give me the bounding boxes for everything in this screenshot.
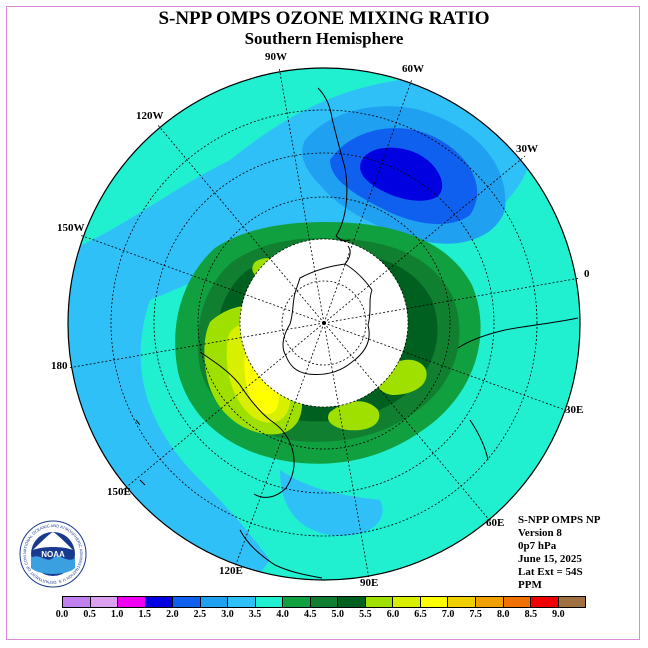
lon-label-120w: 120W xyxy=(136,110,164,122)
africa-coastline xyxy=(457,317,579,461)
colorbar-segment xyxy=(173,597,201,607)
colorbar-segment xyxy=(558,597,586,607)
field-region xyxy=(328,401,380,431)
field-region xyxy=(280,470,383,536)
colorbar-segment xyxy=(118,597,146,607)
info-version: Version 8 xyxy=(518,527,562,539)
lon-label-120e: 120E xyxy=(219,565,243,577)
colorbar-tick-label: 8.5 xyxy=(524,609,538,620)
colorbar-ticks: 0.0 0.5 1.0 1.5 2.0 2.5 3.0 3.5 4.0 4.5 5.0 5.5 6.0 6… xyxy=(56,609,586,623)
colorbar xyxy=(62,596,586,608)
map-title: S-NPP OMPS OZONE MIXING RATIO xyxy=(158,8,490,29)
colorbar-tick-label: 1.5 xyxy=(138,609,151,620)
info-lat-ext: Lat Ext = 54S xyxy=(518,566,583,578)
colorbar-tick-label: 3.0 xyxy=(221,609,234,620)
lon-label-0: 0 xyxy=(584,268,590,280)
colorbar-tick-label: 6.0 xyxy=(386,609,400,620)
colorbar-tick-label: 2.5 xyxy=(193,609,207,620)
colorbar-tick-label: 4.0 xyxy=(276,609,289,620)
colorbar-segment xyxy=(475,597,504,607)
colorbar-tick-label: 4.5 xyxy=(303,609,317,620)
colorbar-segment xyxy=(283,597,311,607)
lon-label-60w: 60W xyxy=(402,63,424,75)
new-zealand-coastline xyxy=(239,529,323,579)
info-level: 0p7 hPa xyxy=(518,540,557,552)
colorbar-segment xyxy=(503,597,532,607)
colorbar-segment xyxy=(228,597,256,607)
colorbar-tick-label: 5.5 xyxy=(359,609,372,620)
south-pole-marker xyxy=(322,321,326,325)
noaa-logo-text: NOAA xyxy=(41,550,65,559)
south-america-coastline xyxy=(317,87,351,242)
colorbar-segment xyxy=(420,597,449,607)
map-subtitle: Southern Hemisphere xyxy=(244,29,404,48)
colorbar-segment xyxy=(90,597,119,607)
colorbar-tick-label: 9.0 xyxy=(552,609,565,620)
colorbar-tick-label: 5.0 xyxy=(331,609,345,620)
colorbar-segment xyxy=(63,597,91,607)
colorbar-tick-label: 7.5 xyxy=(469,609,482,620)
colorbar-tick-label: 0.5 xyxy=(83,609,96,620)
info-units: PPM xyxy=(518,579,542,591)
colorbar-tick-label: 6.5 xyxy=(414,609,427,620)
colorbar-segment xyxy=(448,597,476,607)
colorbar-segment xyxy=(393,597,421,607)
lon-label-30w: 30W xyxy=(516,143,538,155)
colorbar-segment xyxy=(310,597,339,607)
colorbar-tick-label: 3.5 xyxy=(248,609,262,620)
colorbar-tick-label: 1.0 xyxy=(110,609,124,620)
colorbar-tick-label: 2.0 xyxy=(166,609,179,620)
colorbar-segment xyxy=(365,597,394,607)
colorbar-segment xyxy=(200,597,229,607)
info-instrument: S-NPP OMPS NP xyxy=(518,514,601,526)
figure-frame xyxy=(6,6,640,640)
field-region xyxy=(360,147,443,201)
graticule xyxy=(67,66,581,580)
lon-label-90w: 90W xyxy=(265,51,287,63)
colorbar-segment xyxy=(145,597,174,607)
lon-label-60e: 60E xyxy=(486,517,505,529)
ozone-field xyxy=(68,68,580,580)
lon-label-30e: 30E xyxy=(565,404,584,416)
colorbar-segment xyxy=(255,597,284,607)
colorbar-segment xyxy=(531,597,559,607)
lon-label-180: 180 xyxy=(51,360,68,372)
noaa-logo: NOAA NATIONAL OCEANIC AND ATMOSPHERIC AD… xyxy=(19,520,87,588)
lon-label-90e: 90E xyxy=(360,577,379,589)
info-date: June 15, 2025 xyxy=(518,553,582,565)
map-border xyxy=(67,67,581,581)
colorbar-tick-label: 7.0 xyxy=(441,609,455,620)
lon-label-150w: 150W xyxy=(57,222,85,234)
colorbar-tick-label: 8.0 xyxy=(497,609,510,620)
product-info: S-NPP OMPS NP Version 8 0p7 hPa June 15,… xyxy=(518,514,601,592)
colorbar-tick-label: 0.0 xyxy=(55,609,69,620)
lon-label-150e: 150E xyxy=(107,486,131,498)
colorbar-segment xyxy=(338,597,366,607)
